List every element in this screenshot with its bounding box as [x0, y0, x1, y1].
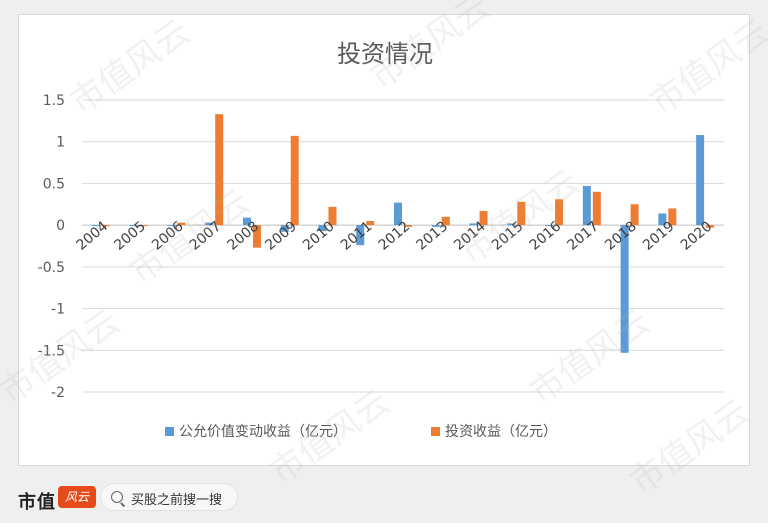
bar-fair-value-2012 — [394, 202, 402, 226]
bar-investment-2004 — [101, 225, 110, 227]
bar-fair-value-2018 — [620, 225, 629, 353]
y-tick-label: 1.5 — [43, 93, 65, 109]
brand-logo-badge: 风云 — [58, 486, 96, 508]
footer-bar: 市值 风云 买股之前搜一搜 — [0, 470, 768, 523]
bar-investment-2005 — [139, 225, 148, 227]
y-tick-labels: 1.5 1 0.5 0 -0.5 -1 -1.5 -2 — [38, 93, 65, 401]
bar-investment-2007 — [215, 114, 224, 226]
chart-title: 投资情况 — [337, 40, 433, 68]
bar-fair-value-2015 — [507, 223, 516, 226]
bar-investment-2020 — [706, 225, 715, 228]
bar-fair-value-2009 — [280, 225, 289, 232]
bar-investment-2012 — [404, 225, 412, 227]
search-placeholder: 买股之前搜一搜 — [131, 493, 223, 508]
bar-fair-value-2011 — [356, 225, 365, 246]
bar-investment-2019 — [668, 208, 677, 226]
bar-fair-value-2020 — [696, 135, 705, 226]
y-tick-label: -1 — [51, 302, 65, 318]
legend-swatch-fair-value — [165, 427, 174, 436]
search-icon — [111, 491, 123, 503]
y-tick-label: -0.5 — [38, 260, 65, 276]
legend-label-investment: 投资收益（亿元） — [445, 424, 557, 440]
bar-investment-2011 — [366, 220, 375, 226]
bar-fair-value-2017 — [582, 185, 591, 226]
y-tick-label: 0.5 — [43, 176, 65, 192]
y-tick-label: -1.5 — [38, 343, 65, 359]
bar-fair-value-2008 — [242, 217, 251, 226]
bar-fair-value-2010 — [318, 225, 327, 231]
bar-investment-2009 — [290, 135, 299, 226]
bar-investment-2008 — [252, 225, 261, 248]
bar-fair-value-2007 — [205, 222, 214, 226]
bar-fair-value-2004 — [91, 225, 100, 227]
chart-card: 1.5 1 0.5 0 -0.5 -1 -1.5 -2 2004 2005 2006 2007 200… — [18, 14, 750, 466]
bar-investment-2014 — [479, 210, 488, 226]
bars — [91, 114, 715, 353]
bar-fair-value-2013 — [431, 225, 440, 227]
legend-label-fair-value: 公允价值变动收益（亿元） — [179, 424, 347, 440]
bar-investment-2013 — [441, 216, 450, 226]
x-tick-label: 2005 — [111, 218, 149, 253]
y-tick-label: 1 — [56, 135, 65, 151]
brand-logo-text: 市值 — [18, 492, 56, 513]
chart: 1.510.50-0.5-1-1.5-2 2004 2005 2006 2007 200… — [38, 40, 724, 440]
bar-fair-value-2014 — [469, 223, 478, 226]
bar-fair-value-2005 — [129, 225, 138, 227]
grid-lines — [82, 99, 724, 393]
y-tick-label: -2 — [51, 385, 65, 401]
bar-investment-2015 — [517, 201, 526, 226]
bar-investment-2017 — [592, 191, 601, 226]
bar-investment-2016 — [555, 199, 564, 226]
bar-fair-value-2019 — [658, 213, 667, 226]
search-box[interactable]: 买股之前搜一搜 — [100, 483, 238, 511]
bar-investment-2018 — [630, 204, 639, 226]
legend-swatch-investment — [431, 427, 440, 436]
bar-investment-2006 — [177, 222, 186, 226]
bar-fair-value-2006 — [167, 225, 176, 227]
x-tick-label: 2004 — [74, 218, 112, 253]
bar-fair-value-2016 — [545, 225, 554, 227]
y-tick-label: 0 — [56, 218, 65, 234]
legend: 公允价值变动收益（亿元） 投资收益（亿元） — [165, 424, 557, 440]
bar-investment-2010 — [328, 206, 337, 226]
